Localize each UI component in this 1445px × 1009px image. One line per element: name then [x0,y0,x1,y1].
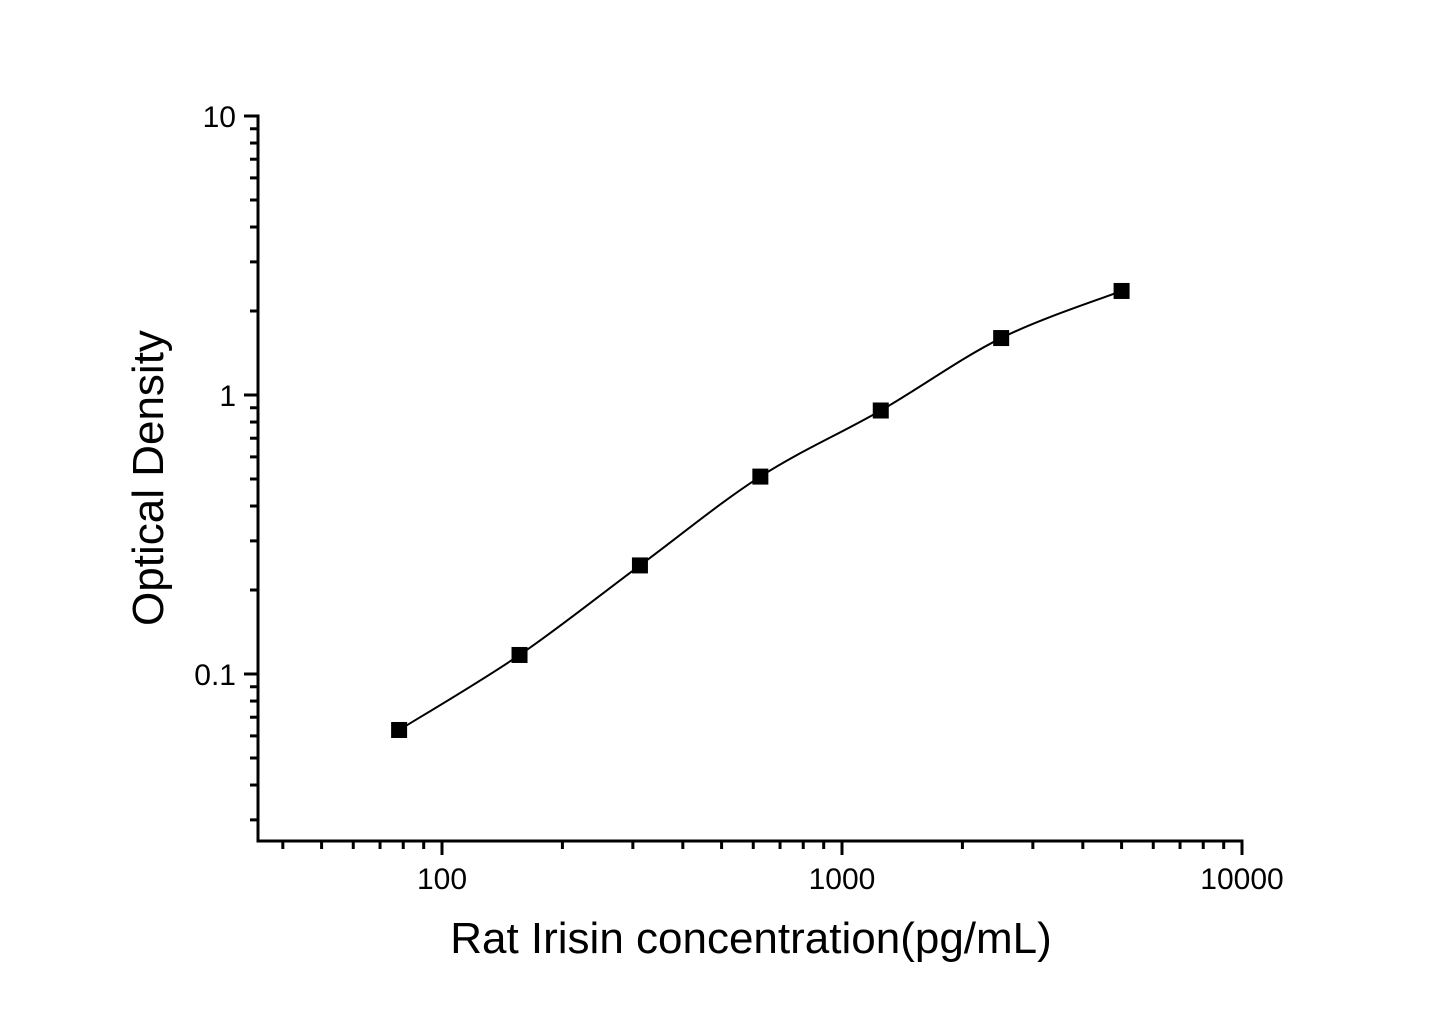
x-axis-title: Rat Irisin concentration(pg/mL) [450,914,1052,963]
axis-spines [256,114,1244,843]
data-point-marker [1113,282,1130,299]
y-tick-label: 10 [203,101,236,134]
y-tick-label: 1 [219,380,236,413]
y-tick-label: 0.1 [194,659,236,692]
y-axis-title: Optical Density [124,330,173,626]
axes-layer: 100 1000 10000 10 1 0.1 [194,101,1283,896]
fit-curve-line [398,290,1122,731]
data-point-marker [511,646,528,663]
x-tick-label: 1000 [809,863,876,896]
data-point-marker [391,721,408,738]
data-point-marker [752,468,769,485]
data-point-marker [872,402,889,419]
data-point-marker [993,330,1010,347]
x-tick-label: 10000 [1200,863,1283,896]
data-point-marker [631,557,648,574]
data-series-layer [391,282,1130,738]
x-tick-label: 100 [417,863,467,896]
